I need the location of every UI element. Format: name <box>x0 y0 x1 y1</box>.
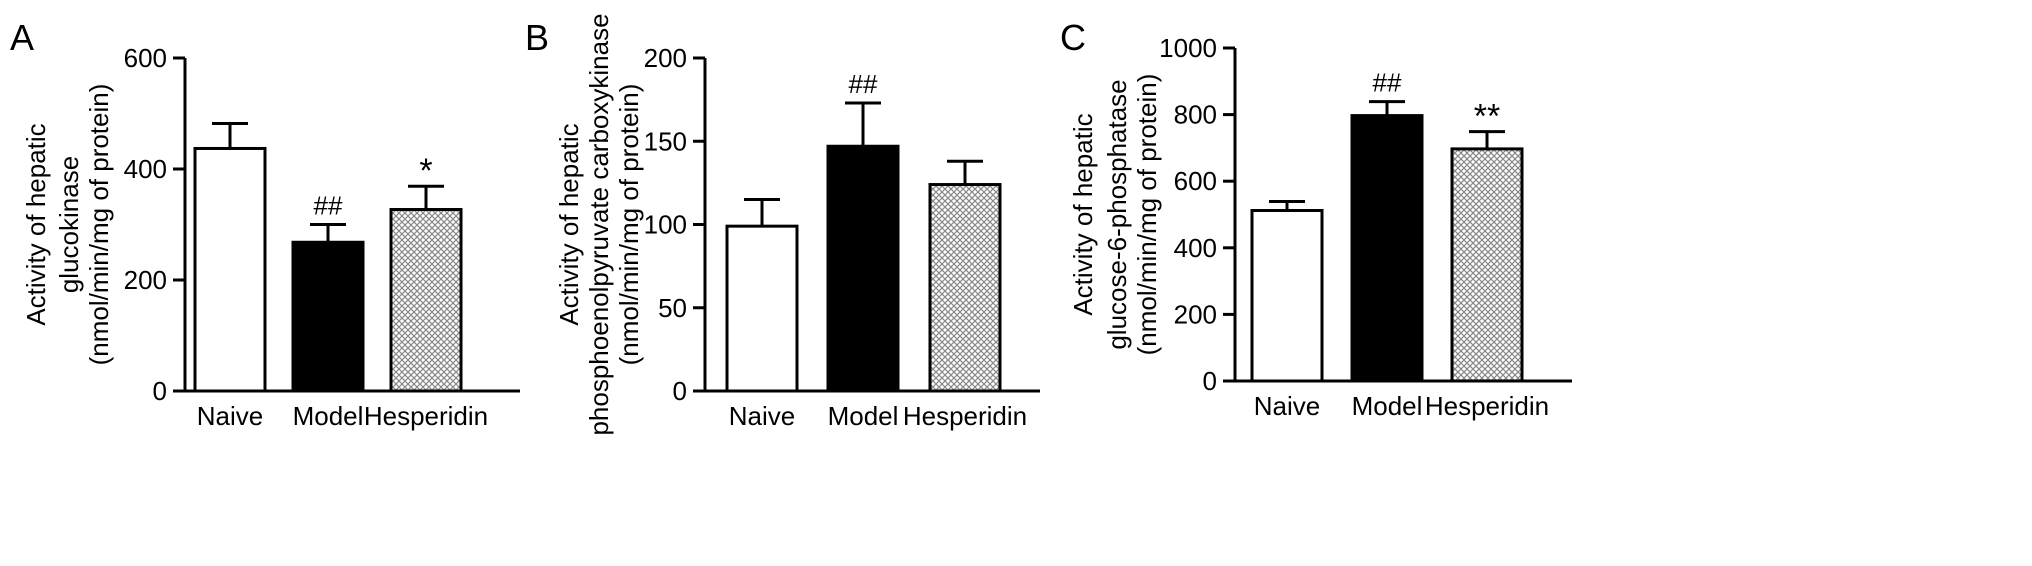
bar-hesperidin <box>1450 147 1524 383</box>
significance-marker: ## <box>849 69 878 99</box>
panel-label: C <box>1060 17 1086 58</box>
y-axis-label: Activity of hepatic <box>1068 113 1098 315</box>
y-tick-label: 800 <box>1174 100 1217 130</box>
y-tick-label: 150 <box>644 126 687 156</box>
y-tick-label: 600 <box>124 43 167 73</box>
y-tick-label: 100 <box>644 210 687 240</box>
panel-a: A Activity of hepatic glucokinase (nmol/min… <box>10 17 520 431</box>
panel-label: A <box>10 17 34 58</box>
x-tick-label: Model <box>1352 391 1423 421</box>
bar-model <box>291 240 365 393</box>
y-tick-label: 200 <box>124 265 167 295</box>
y-tick-label: 1000 <box>1159 33 1217 63</box>
y-tick-label: 0 <box>673 376 687 406</box>
y-axis-label: (nmol/min/mg of protein) <box>1132 74 1162 356</box>
y-tick-label: 200 <box>644 43 687 73</box>
bar-hesperidin <box>928 183 1002 393</box>
y-tick-label: 50 <box>658 293 687 323</box>
y-axis-label: Activity of hepatic <box>554 123 584 325</box>
panel-b: B Activity of hepatic phosphoenolpyruvate … <box>525 13 1040 436</box>
bar-hesperidin <box>389 208 463 393</box>
y-tick-label: 600 <box>1174 166 1217 196</box>
panel-label: B <box>525 17 549 58</box>
y-tick-label: 0 <box>1203 366 1217 396</box>
y-tick-label: 0 <box>153 376 167 406</box>
panel-c: C Activity of hepatic glucose-6-phosphatas… <box>1060 17 1572 421</box>
significance-marker: ## <box>1373 68 1402 98</box>
x-tick-label: Hesperidin <box>364 401 488 431</box>
y-axis-label: glucokinase <box>54 156 84 293</box>
x-tick-label: Model <box>828 401 899 431</box>
significance-marker: ## <box>314 191 343 221</box>
bar-model <box>1350 114 1424 383</box>
y-axis-label: glucose-6-phosphatase <box>1102 79 1132 349</box>
significance-marker: * <box>419 152 432 190</box>
y-tick-label: 400 <box>124 154 167 184</box>
bar-model <box>826 144 900 393</box>
bar-naive <box>725 224 799 393</box>
x-tick-label: Hesperidin <box>903 401 1027 431</box>
x-tick-label: Naive <box>197 401 263 431</box>
x-tick-label: Model <box>293 401 364 431</box>
bar-naive <box>1250 209 1324 383</box>
x-tick-label: Naive <box>729 401 795 431</box>
y-tick-label: 400 <box>1174 233 1217 263</box>
significance-marker: ** <box>1474 98 1500 136</box>
x-tick-label: Naive <box>1254 391 1320 421</box>
y-axis-label: Activity of hepatic <box>21 123 51 325</box>
y-tick-label: 200 <box>1174 299 1217 329</box>
y-axis-label: phosphoenolpyruvate carboxykinase <box>584 13 614 435</box>
bar-naive <box>193 146 267 393</box>
y-axis-label: (nmol/min/mg of protein) <box>614 84 644 366</box>
y-axis-label: (nmol/min/mg of protein) <box>84 84 114 366</box>
x-tick-label: Hesperidin <box>1425 391 1549 421</box>
